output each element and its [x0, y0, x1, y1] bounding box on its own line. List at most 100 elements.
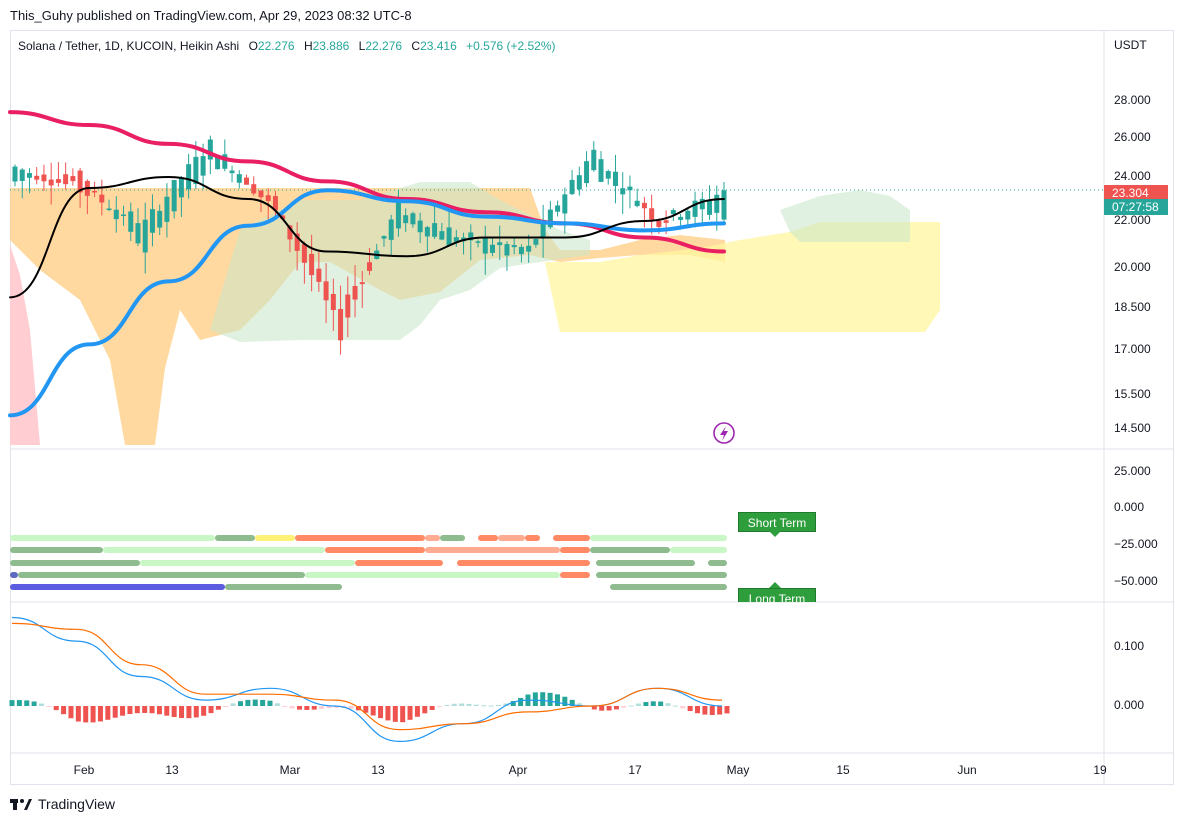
candle-body[interactable] [135, 223, 141, 244]
candle-body[interactable] [576, 175, 582, 190]
candle-body[interactable] [533, 239, 539, 245]
candle-body[interactable] [584, 161, 590, 184]
candle-body[interactable] [547, 209, 553, 228]
candle-body[interactable] [605, 171, 611, 179]
candle-body[interactable] [562, 194, 568, 214]
candle-body[interactable] [272, 196, 278, 211]
candle-body[interactable] [164, 196, 170, 222]
candle-body[interactable] [475, 241, 481, 243]
candle-body[interactable] [287, 225, 293, 240]
candle-body[interactable] [345, 294, 351, 318]
candle-body[interactable] [12, 166, 18, 182]
lightning-icon[interactable] [713, 422, 735, 444]
tradingview-brand[interactable]: TradingView [10, 796, 115, 812]
candle-body[interactable] [113, 209, 119, 220]
ema-50-line[interactable] [8, 188, 726, 418]
candle-body[interactable] [511, 245, 517, 248]
candle-body[interactable] [294, 233, 300, 251]
candle-body[interactable] [121, 214, 127, 217]
candle-body[interactable] [236, 174, 242, 183]
candle-body[interactable] [34, 175, 40, 180]
macd-signal-line[interactable] [11, 622, 723, 731]
candle-body[interactable] [171, 180, 177, 212]
candle-body[interactable] [41, 174, 47, 182]
candle-body[interactable] [497, 242, 503, 246]
candle-body[interactable] [367, 262, 372, 271]
candle-body[interactable] [316, 268, 322, 282]
candle-body[interactable] [489, 244, 495, 253]
candle-body[interactable] [432, 223, 438, 237]
candle-body[interactable] [55, 179, 61, 183]
candle-body[interactable] [200, 156, 206, 176]
candle-body[interactable] [468, 232, 474, 241]
candle-body[interactable] [92, 190, 98, 193]
candle-body[interactable] [388, 219, 394, 240]
macd-macd-line[interactable] [11, 616, 723, 743]
candle-body[interactable] [26, 173, 32, 178]
candle-body[interactable] [229, 170, 235, 174]
candle-body[interactable] [424, 227, 430, 237]
candle-body[interactable] [215, 156, 221, 170]
candle-body[interactable] [453, 237, 459, 242]
candle-body[interactable] [338, 309, 344, 341]
candle-body[interactable] [685, 210, 691, 220]
candle-body[interactable] [707, 200, 713, 215]
candle-body[interactable] [77, 170, 83, 193]
candle-body[interactable] [395, 202, 401, 229]
candle-body[interactable] [634, 200, 640, 207]
candle-body[interactable] [323, 281, 329, 301]
candle-body[interactable] [540, 219, 546, 239]
candle-body[interactable] [641, 202, 647, 209]
candle-body[interactable] [410, 213, 416, 225]
candle-body[interactable] [149, 209, 155, 233]
candle-body[interactable] [142, 219, 148, 253]
candle-body[interactable] [309, 253, 315, 276]
candle-body[interactable] [207, 139, 213, 160]
candle-body[interactable] [99, 194, 105, 203]
candle-body[interactable] [555, 205, 561, 212]
candle-body[interactable] [157, 210, 163, 228]
candle-body[interactable] [721, 190, 727, 220]
candle-body[interactable] [417, 220, 423, 233]
candle-body[interactable] [656, 220, 662, 227]
candle-body[interactable] [222, 154, 228, 169]
candle-body[interactable] [359, 282, 365, 285]
candle-body[interactable] [186, 164, 192, 190]
candle-body[interactable] [330, 293, 336, 311]
candle-body[interactable] [627, 186, 633, 191]
candle-body[interactable] [504, 244, 510, 256]
candle-body[interactable] [670, 210, 676, 215]
candle-body[interactable] [714, 194, 720, 213]
candle-body[interactable] [403, 215, 409, 224]
sma-200-line[interactable] [8, 110, 726, 254]
candle-body[interactable] [70, 176, 76, 182]
candle-body[interactable] [48, 179, 54, 186]
candle-body[interactable] [106, 208, 112, 211]
ema-20-line[interactable] [9, 175, 725, 299]
candle-body[interactable] [352, 285, 358, 300]
candle-body[interactable] [128, 211, 134, 232]
candle-body[interactable] [439, 231, 445, 240]
candle-body[interactable] [569, 179, 575, 195]
candle-body[interactable] [258, 190, 264, 198]
candle-body[interactable] [620, 188, 626, 195]
candle-body[interactable] [265, 195, 271, 201]
candle-body[interactable] [251, 184, 257, 194]
candle-body[interactable] [526, 245, 532, 252]
candle-body[interactable] [63, 174, 69, 185]
candle-body[interactable] [591, 149, 597, 171]
candle-body[interactable] [612, 171, 618, 186]
candle-body[interactable] [280, 215, 286, 219]
candle-body[interactable] [598, 159, 604, 182]
candle-body[interactable] [301, 244, 307, 263]
candle-body[interactable] [699, 198, 705, 210]
candle-body[interactable] [692, 200, 698, 217]
candle-body[interactable] [446, 227, 452, 246]
candle-body[interactable] [518, 246, 524, 255]
candle-body[interactable] [244, 177, 250, 185]
candle-body[interactable] [19, 169, 25, 181]
candle-body[interactable] [381, 236, 387, 239]
candle-body[interactable] [193, 156, 199, 184]
candle-body[interactable] [482, 238, 488, 254]
